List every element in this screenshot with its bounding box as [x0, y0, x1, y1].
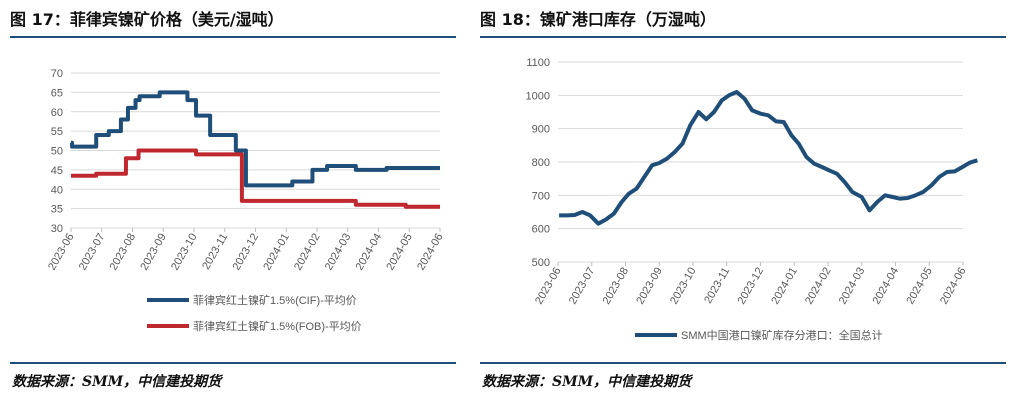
right-chart-title: 图 18：镍矿港口库存（万湿吨）	[480, 10, 716, 29]
left-bottom-rule	[10, 362, 456, 364]
right-source: 数据来源：SMM，中信建投期货	[482, 374, 692, 390]
x-tick-label: 2024-06	[938, 266, 969, 307]
x-tick-label: 2023-07	[567, 266, 598, 307]
y-tick-label: 1100	[526, 57, 550, 69]
left-title-rule	[10, 36, 456, 38]
x-tick-label: 2023-11	[702, 266, 732, 306]
x-tick-label: 2023-10	[668, 266, 699, 307]
right-title-rule	[480, 36, 1006, 38]
x-tick-label: 2024-02	[803, 266, 834, 307]
left-source: 数据来源：SMM，中信建投期货	[12, 374, 222, 390]
legend-label: 菲律宾红土镍矿1.5%(CIF)-平均价	[193, 293, 357, 307]
x-tick-label: 2024-03	[837, 266, 868, 307]
y-tick-label: 55	[51, 126, 63, 138]
y-tick-label: 35	[51, 204, 63, 216]
y-tick-label: 65	[51, 87, 63, 99]
y-tick-label: 30	[51, 223, 63, 235]
x-tick-label: 2024-01	[769, 266, 800, 307]
y-tick-label: 60	[51, 107, 63, 119]
y-tick-label: 1000	[526, 90, 550, 102]
legend-label: SMM中国港口镍矿库存分港口：全国总计	[681, 328, 883, 342]
y-tick-label: 50	[51, 146, 63, 158]
series-line	[559, 90, 978, 226]
y-tick-label: 40	[51, 184, 63, 196]
y-tick-label: 800	[532, 157, 550, 169]
y-tick-label: 45	[51, 165, 63, 177]
x-tick-label: 2024-04	[871, 266, 902, 307]
x-tick-label: 2023-12	[736, 266, 767, 307]
x-tick-label: 2023-09	[634, 266, 665, 307]
y-tick-label: 700	[532, 190, 550, 202]
x-tick-label: 2024-05	[904, 266, 935, 307]
x-tick-label: 2023-08	[601, 266, 632, 307]
x-tick-label: 2023-06	[533, 266, 564, 307]
y-tick-label: 500	[532, 257, 550, 269]
series-line	[71, 148, 440, 209]
legend-label: 菲律宾红土镍矿1.5%(FOB)-平均价	[193, 319, 362, 333]
y-tick-label: 900	[532, 124, 550, 136]
y-tick-label: 600	[532, 224, 550, 236]
y-tick-label: 70	[51, 68, 63, 80]
series-line	[70, 90, 440, 188]
left-chart-title: 图 17：菲律宾镍矿价格（美元/湿吨）	[10, 10, 284, 29]
right-bottom-rule	[480, 362, 1006, 364]
